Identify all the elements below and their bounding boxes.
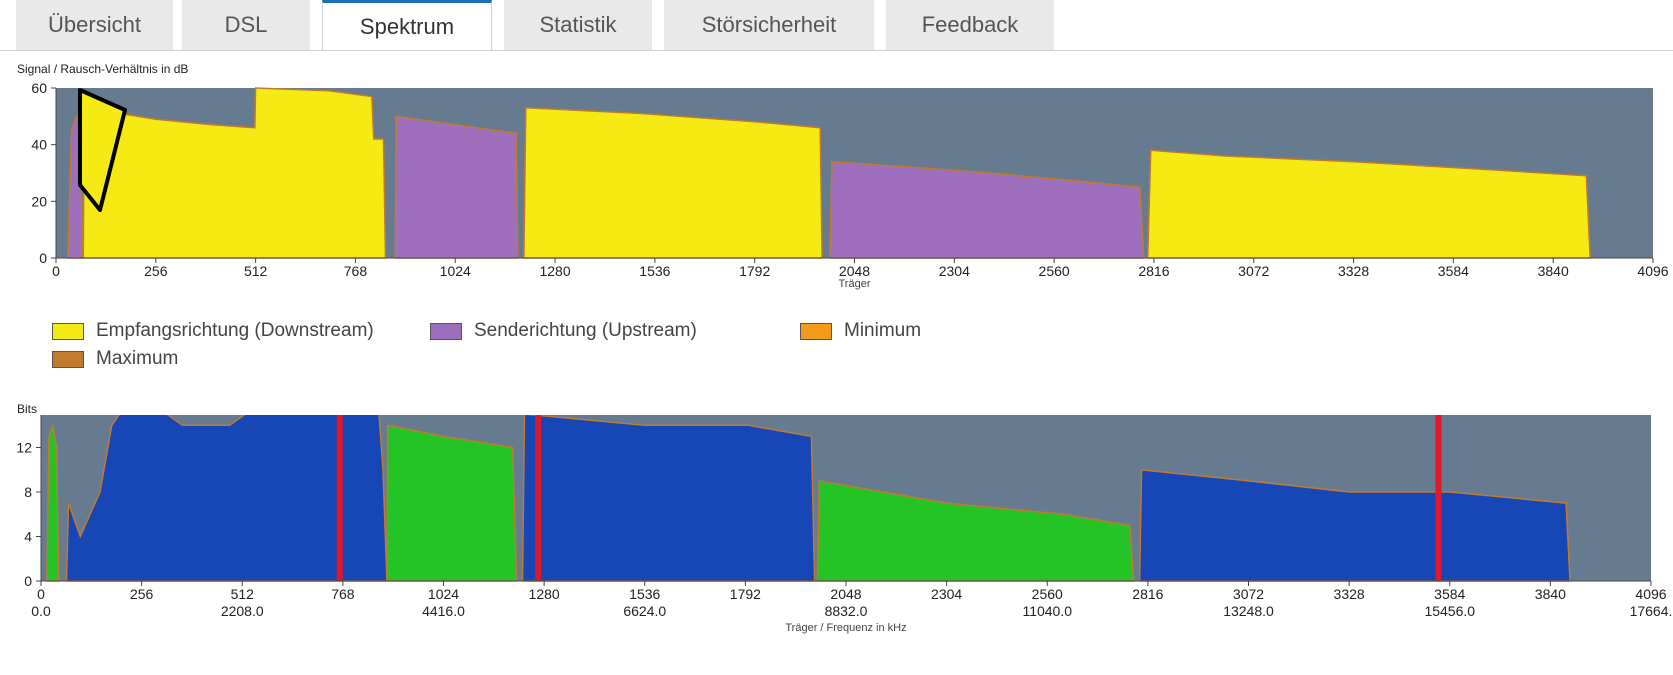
- freq-tick-label-5: 11040.0: [1022, 603, 1072, 619]
- x-tick-label-11: 2816: [1132, 586, 1163, 602]
- x-tick-label-13: 3328: [1338, 263, 1369, 279]
- y-tick-label-3: 60: [31, 80, 47, 96]
- y-tick-label-3: 12: [16, 440, 32, 456]
- x-tick-label-11: 2816: [1138, 263, 1169, 279]
- legend-label-maximum: Maximum: [96, 348, 179, 369]
- tab-dsl[interactable]: DSL: [182, 0, 310, 50]
- freq-tick-label-7: 15456.0: [1424, 603, 1475, 619]
- bits-chart: 0481216025651276810241280153617922048230…: [16, 415, 1673, 634]
- x-tick-label-15: 3840: [1538, 263, 1569, 279]
- tab-bar: Übersicht DSL Spektrum Statistik Störsic…: [0, 0, 1673, 51]
- x-tick-label-14: 3584: [1434, 586, 1465, 602]
- y-tick-label-1: 4: [24, 529, 32, 545]
- legend-swatch-upstream: [430, 322, 462, 340]
- x-tick-label-1: 256: [144, 263, 168, 279]
- x-tick-label-12: 3072: [1238, 263, 1269, 279]
- freq-tick-label-1: 2208.0: [221, 603, 264, 619]
- highlight-marker: [78, 88, 127, 212]
- x-tick-label-9: 2304: [939, 263, 970, 279]
- legend-item-downstream: Empfangsrichtung (Downstream): [52, 320, 374, 342]
- x-tick-label-14: 3584: [1438, 263, 1469, 279]
- legend-item-upstream: Senderichtung (Upstream): [430, 320, 697, 342]
- tab-uebersicht[interactable]: Übersicht: [16, 0, 173, 50]
- y-tick-label-2: 8: [24, 484, 32, 500]
- y-tick-label-2: 40: [31, 137, 47, 153]
- y-tick-label-0: 0: [39, 250, 47, 266]
- series-1-area-1: [394, 115, 519, 259]
- legend-label-upstream: Senderichtung (Upstream): [474, 320, 697, 341]
- series-0-area-2: [1138, 468, 1571, 582]
- tab-stoersicherheit[interactable]: Störsicherheit: [664, 0, 874, 50]
- series-0-area-0: [65, 415, 388, 582]
- bits-chart-title: Bits: [17, 402, 38, 416]
- tab-spektrum[interactable]: Spektrum: [322, 0, 492, 51]
- x-tick-label-3: 768: [344, 263, 368, 279]
- freq-tick-label-6: 13248.0: [1223, 603, 1274, 619]
- freq-tick-label-3: 6624.0: [623, 603, 666, 619]
- legend-item-minimum: Minimum: [800, 320, 921, 342]
- x-tick-label-2: 512: [231, 586, 255, 602]
- x-tick-label-5: 1280: [539, 263, 570, 279]
- x-tick-label-2: 512: [244, 263, 268, 279]
- x-tick-label-10: 2560: [1039, 263, 1070, 279]
- x-axis-label: Träger / Frequenz in kHz: [785, 622, 906, 634]
- pilot-marker-1: [535, 415, 542, 581]
- tab-divider: [0, 50, 1673, 51]
- legend-label-downstream: Empfangsrichtung (Downstream): [96, 320, 374, 341]
- x-tick-label-3: 768: [331, 586, 355, 602]
- y-tick-label-1: 20: [31, 193, 47, 209]
- tab-feedback[interactable]: Feedback: [886, 0, 1054, 50]
- x-tick-label-7: 1792: [739, 263, 770, 279]
- x-tick-label-4: 1024: [440, 263, 471, 279]
- series-0-area-1: [523, 107, 823, 259]
- x-tick-label-16: 4096: [1635, 586, 1666, 602]
- snr-chart-title: Signal / Rausch-Verhältnis in dB: [17, 62, 189, 76]
- x-tick-label-8: 2048: [830, 586, 861, 602]
- legend-swatch-maximum: [52, 350, 84, 368]
- x-tick-label-6: 1536: [629, 586, 660, 602]
- x-tick-label-6: 1536: [639, 263, 670, 279]
- x-tick-label-16: 4096: [1637, 263, 1668, 279]
- x-tick-label-0: 0: [52, 263, 60, 279]
- freq-tick-label-2: 4416.0: [422, 603, 465, 619]
- x-tick-label-4: 1024: [428, 586, 459, 602]
- freq-tick-label-8: 17664.: [1630, 603, 1673, 619]
- x-tick-label-13: 3328: [1334, 586, 1365, 602]
- series-0-area-1: [521, 415, 816, 582]
- snr-legend: Empfangsrichtung (Downstream) Sendericht…: [0, 320, 1673, 376]
- x-tick-label-9: 2304: [931, 586, 962, 602]
- pilot-marker-2: [1435, 415, 1442, 581]
- x-tick-label-1: 256: [130, 586, 154, 602]
- series-1-area-0: [46, 422, 60, 582]
- legend-swatch-downstream: [52, 322, 84, 340]
- x-tick-label-0: 0: [37, 586, 45, 602]
- freq-tick-label-0: 0.0: [31, 603, 51, 619]
- freq-tick-label-4: 8832.0: [825, 603, 868, 619]
- legend-swatch-minimum: [800, 322, 832, 340]
- x-tick-label-8: 2048: [839, 263, 870, 279]
- legend-item-maximum: Maximum: [52, 348, 178, 370]
- x-tick-label-10: 2560: [1032, 586, 1063, 602]
- snr-chart: 0 20 40 60 0 256 512 768 1024 1280 1536 1792 2048 230…: [31, 80, 1668, 290]
- legend-label-minimum: Minimum: [844, 320, 922, 341]
- x-axis-label: Träger: [839, 278, 871, 290]
- x-tick-label-5: 1280: [529, 586, 560, 602]
- x-tick-label-15: 3840: [1535, 586, 1566, 602]
- x-tick-label-7: 1792: [730, 586, 761, 602]
- x-tick-label-12: 3072: [1233, 586, 1264, 602]
- series-0-area-2: [1146, 149, 1591, 259]
- tab-statistik[interactable]: Statistik: [504, 0, 652, 50]
- y-tick-label-0: 0: [24, 573, 32, 589]
- series-1-area-1: [386, 424, 518, 582]
- pilot-marker-0: [336, 415, 343, 581]
